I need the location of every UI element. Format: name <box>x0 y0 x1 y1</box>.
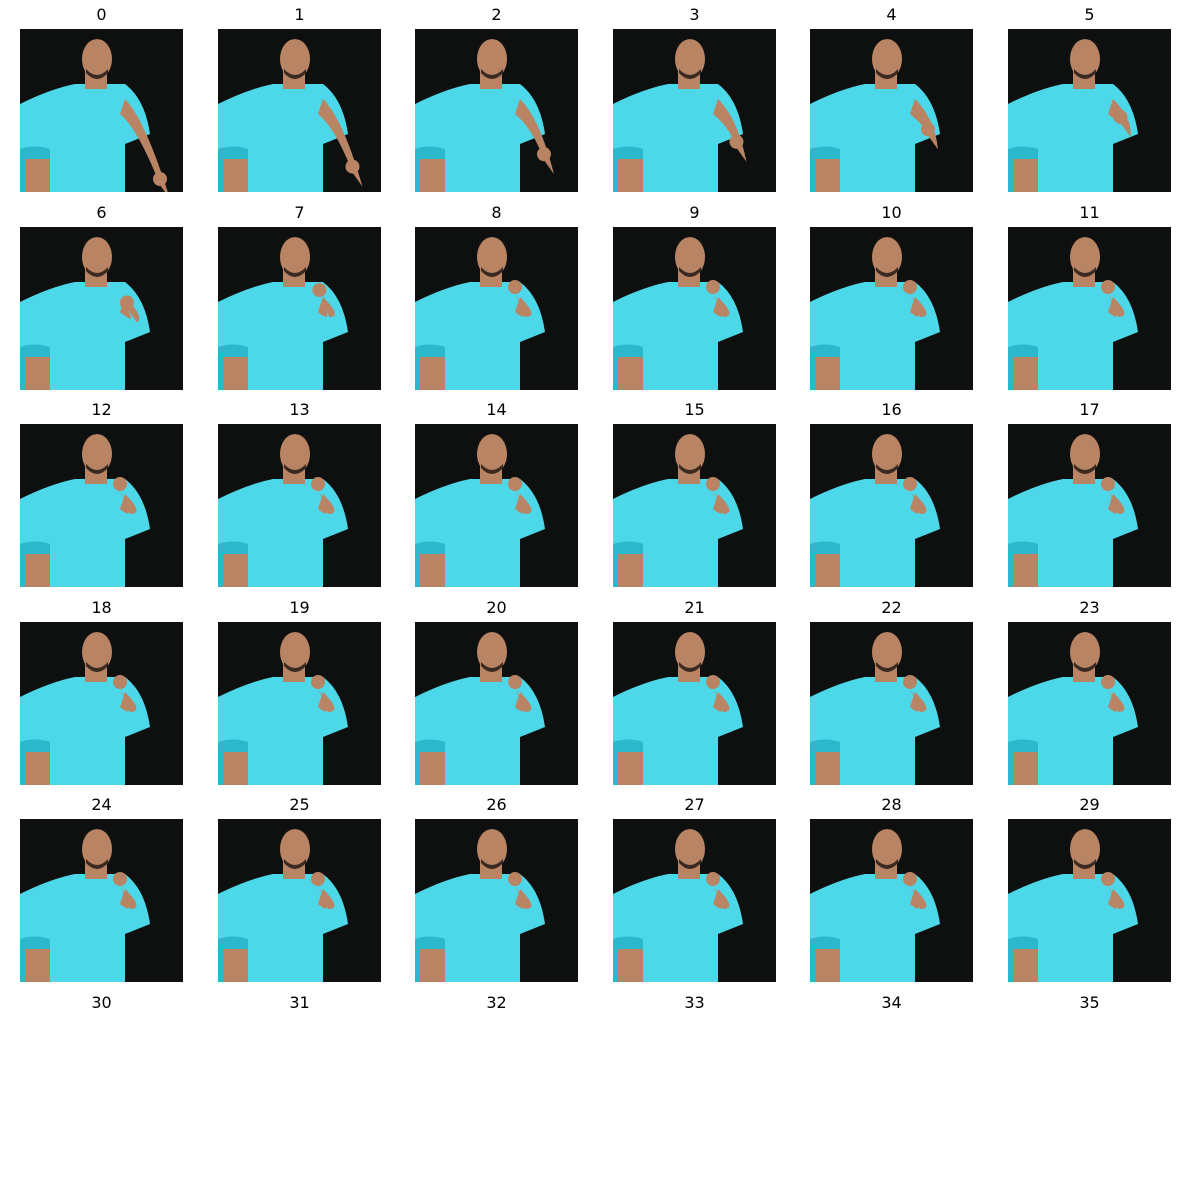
cell-title: 31 <box>289 993 310 1012</box>
video-frame-image <box>810 622 973 785</box>
cell-title: 13 <box>289 400 310 419</box>
video-frame-image <box>218 424 381 587</box>
video-frame-image <box>1008 227 1171 390</box>
video-frame-image <box>613 819 776 982</box>
cell-title: 6 <box>96 203 107 222</box>
video-frame-image <box>613 622 776 785</box>
cell-title: 2 <box>491 5 502 24</box>
video-frame-image <box>20 424 183 587</box>
cell-title: 33 <box>684 993 705 1012</box>
video-frame-image <box>218 227 381 390</box>
cell-title: 25 <box>289 795 310 814</box>
cell-title: 30 <box>91 993 112 1012</box>
cell-title: 7 <box>294 203 305 222</box>
cell-title: 24 <box>91 795 112 814</box>
video-frame-image <box>1008 424 1171 587</box>
cell-title: 19 <box>289 598 310 617</box>
cell-title: 21 <box>684 598 705 617</box>
cell-title: 1 <box>294 5 305 24</box>
video-frame-image <box>613 29 776 192</box>
cell-title: 32 <box>486 993 507 1012</box>
cell-title: 28 <box>881 795 902 814</box>
cell-title: 3 <box>689 5 700 24</box>
video-frame-image <box>218 29 381 192</box>
video-frame-image <box>415 29 578 192</box>
cell-title: 12 <box>91 400 112 419</box>
cell-title: 35 <box>1079 993 1100 1012</box>
cell-title: 8 <box>491 203 502 222</box>
video-frame-image <box>415 227 578 390</box>
cell-title: 17 <box>1079 400 1100 419</box>
video-frame-image <box>1008 29 1171 192</box>
cell-title: 18 <box>91 598 112 617</box>
video-frame-image <box>810 29 973 192</box>
video-frame-image <box>613 227 776 390</box>
video-frame-image <box>415 819 578 982</box>
video-frame-image <box>20 819 183 982</box>
cell-title: 15 <box>684 400 705 419</box>
video-frame-image <box>1008 622 1171 785</box>
cell-title: 34 <box>881 993 902 1012</box>
cell-title: 26 <box>486 795 507 814</box>
cell-title: 27 <box>684 795 705 814</box>
video-frame-image <box>218 819 381 982</box>
cell-title: 29 <box>1079 795 1100 814</box>
cell-title: 22 <box>881 598 902 617</box>
video-frame-image <box>810 424 973 587</box>
video-frame-image <box>810 819 973 982</box>
video-frame-image <box>20 29 183 192</box>
cell-title: 9 <box>689 203 700 222</box>
cell-title: 5 <box>1084 5 1095 24</box>
video-frame-image <box>810 227 973 390</box>
video-frame-image <box>415 622 578 785</box>
video-frame-image <box>218 622 381 785</box>
cell-title: 4 <box>886 5 897 24</box>
cell-title: 14 <box>486 400 507 419</box>
cell-title: 0 <box>96 5 107 24</box>
cell-title: 23 <box>1079 598 1100 617</box>
video-frame-image <box>20 227 183 390</box>
video-frame-image <box>415 424 578 587</box>
video-frame-image <box>20 622 183 785</box>
video-frame-image <box>613 424 776 587</box>
cell-title: 10 <box>881 203 902 222</box>
cell-title: 20 <box>486 598 507 617</box>
cell-title: 11 <box>1079 203 1100 222</box>
cell-title: 16 <box>881 400 902 419</box>
video-frame-image <box>1008 819 1171 982</box>
